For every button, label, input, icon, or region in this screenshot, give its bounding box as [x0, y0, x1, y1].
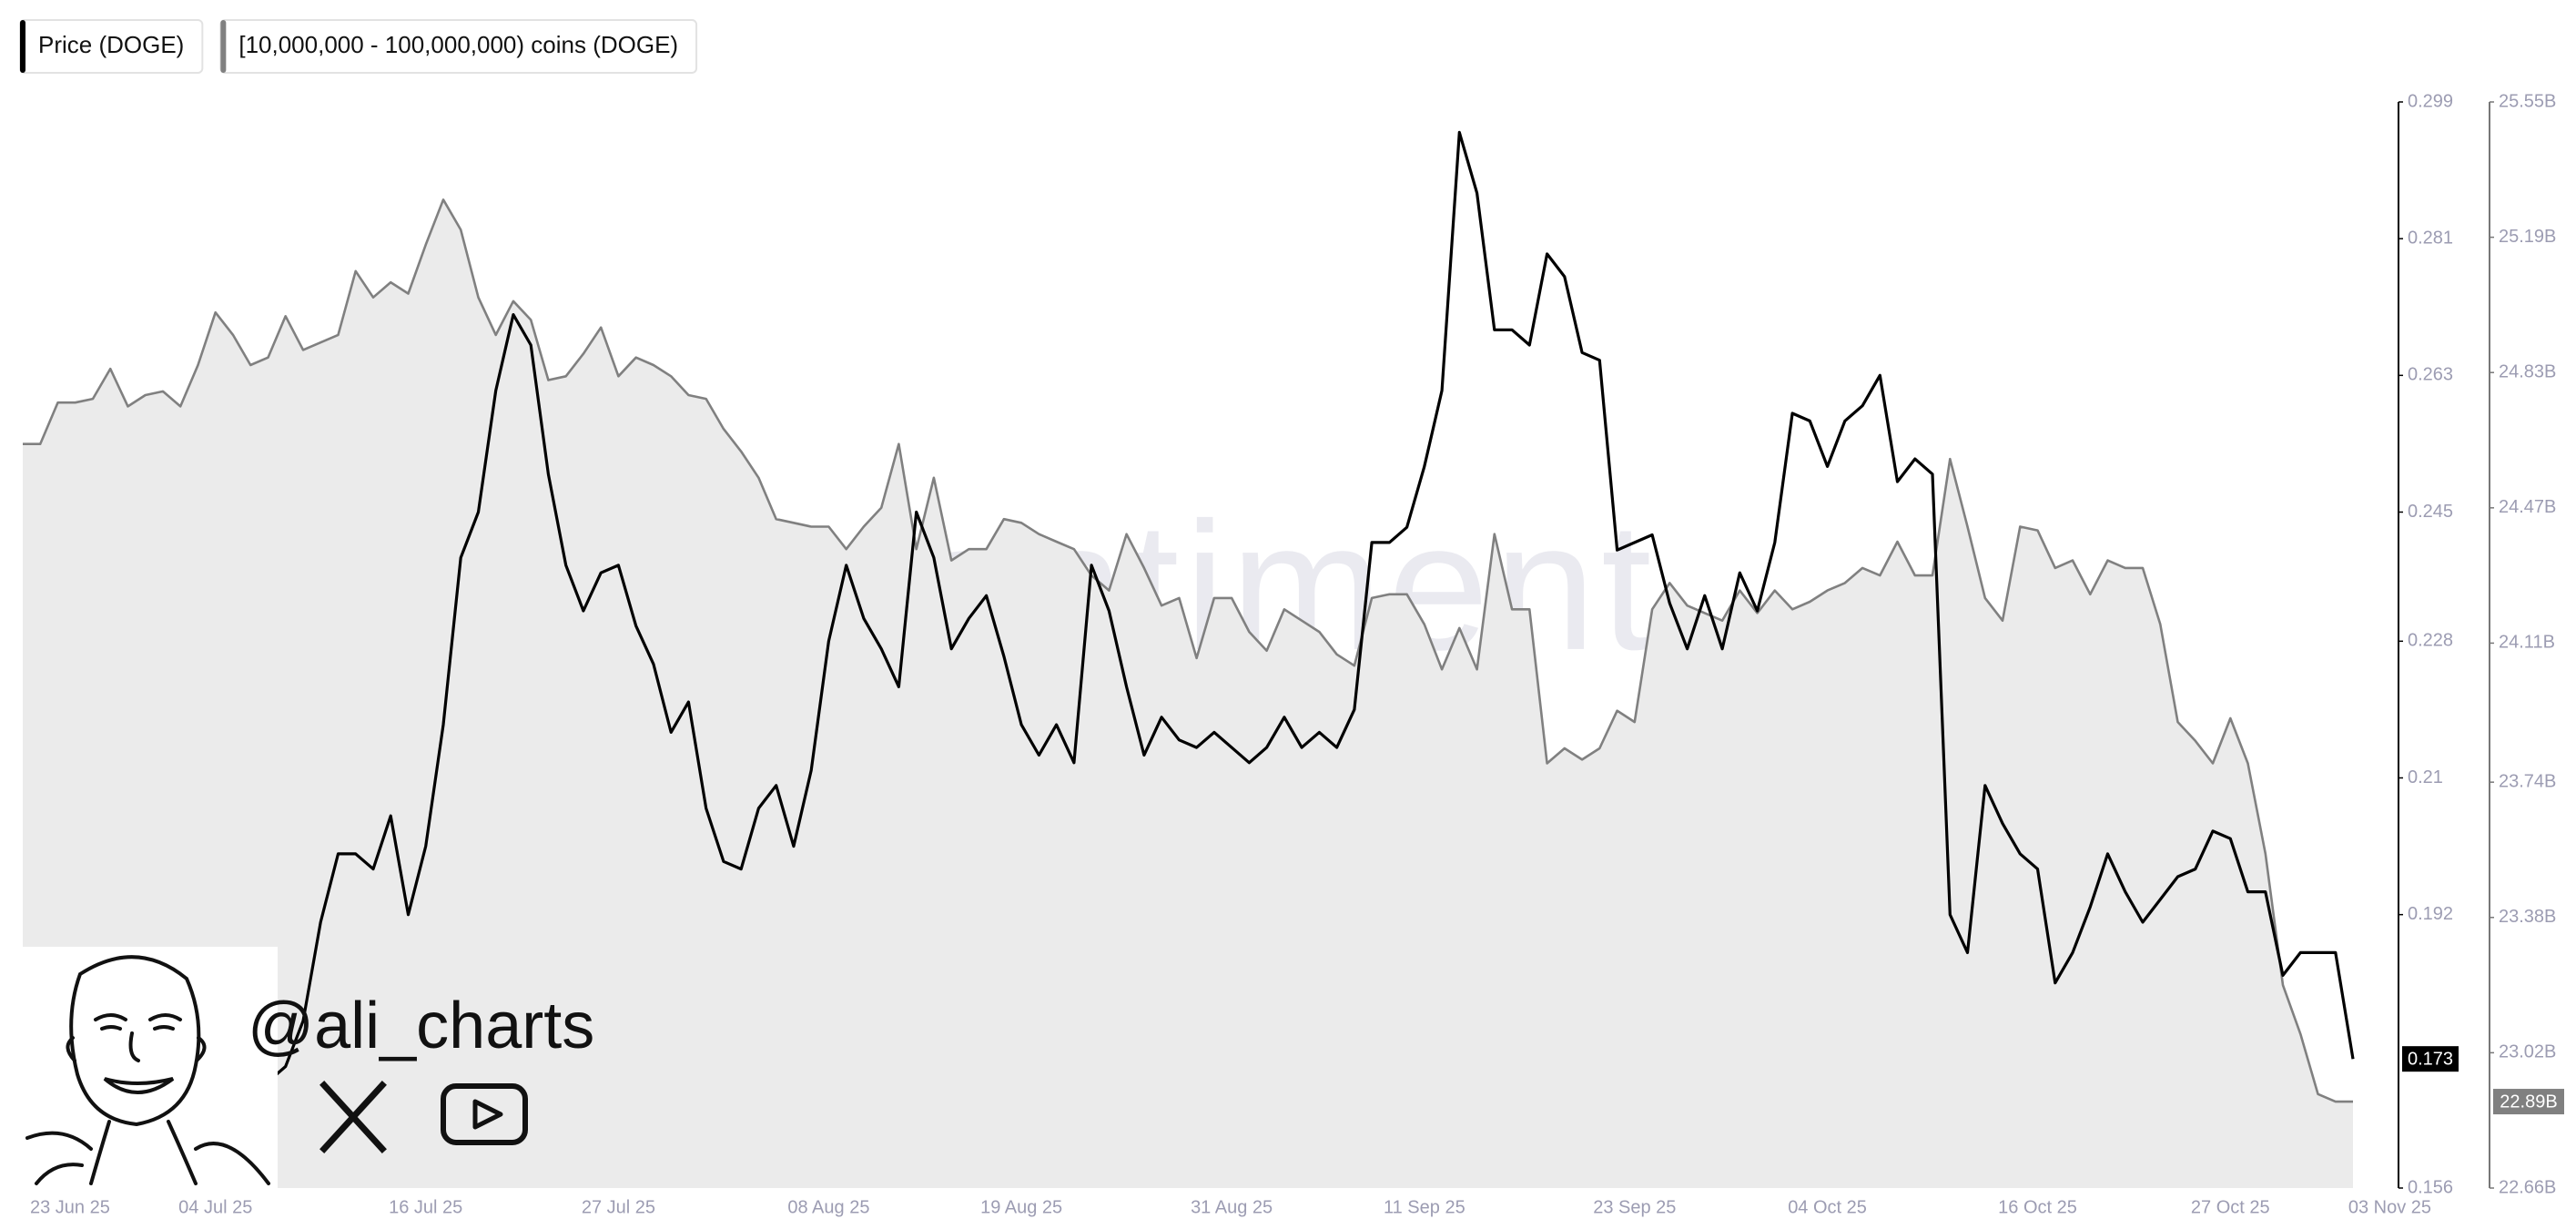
legend-item[interactable]: [10,000,000 - 100,000,000) coins (DOGE)	[219, 19, 698, 74]
y2-tick-label: 23.38B	[2499, 907, 2556, 927]
youtube-frame	[441, 1083, 528, 1145]
y2-tick-label: 24.47B	[2499, 497, 2556, 517]
x-tick-label: 31 Aug 25	[1191, 1197, 1273, 1217]
axes-layer: 0.156 0.192 0.21 0.228 0.245 0.263 0.281 0.299 2…	[30, 91, 2564, 1217]
youtube-play	[472, 1099, 503, 1130]
marks-layer	[22, 130, 2355, 1188]
y2-tick-label: 23.74B	[2499, 771, 2556, 791]
last-value-label: 22.89B	[2500, 1092, 2557, 1112]
x-tick-label: 19 Aug 25	[980, 1197, 1062, 1217]
last-value-tag	[2493, 1089, 2564, 1115]
series-line	[23, 198, 2353, 1103]
x-tick-label: 23 Jun 25	[30, 1197, 110, 1217]
avatar-sketch	[25, 955, 270, 1185]
legend-swatch	[220, 20, 227, 73]
legend-swatch	[20, 20, 25, 73]
x-tick-label: 04 Jul 25	[178, 1197, 252, 1217]
x-tick-label: 04 Oct 25	[1788, 1197, 1867, 1217]
x-tick-label: 08 Aug 25	[787, 1197, 869, 1217]
y2-tick-label: 25.19B	[2499, 227, 2556, 247]
x-tick-label: 23 Sep 25	[1593, 1197, 1676, 1217]
x-tick-label: 27 Oct 25	[2191, 1197, 2270, 1217]
y-tick-label: 0.21	[2408, 767, 2443, 787]
last-value-tag	[2402, 1046, 2459, 1072]
legend-label: [10,000,000 - 100,000,000) coins (DOGE)	[238, 31, 678, 58]
y2-tick-label: 23.02B	[2499, 1042, 2556, 1062]
y-tick-label: 0.263	[2408, 365, 2453, 385]
series-line	[22, 130, 2355, 1160]
y2-tick-label: 24.11B	[2499, 633, 2555, 653]
y-tick-label: 0.192	[2408, 904, 2453, 924]
y2-tick-label: 25.55B	[2499, 91, 2556, 111]
y-tick-label: 0.281	[2408, 228, 2453, 248]
x-tick-label: 16 Jul 25	[389, 1197, 462, 1217]
y2-tick-label: 22.66B	[2499, 1177, 2556, 1197]
legend-item[interactable]: Price (DOGE)	[19, 19, 204, 74]
x-tick-label: 03 Nov 25	[2348, 1197, 2431, 1217]
y-tick-label: 0.299	[2408, 91, 2453, 111]
x-tick-label: 27 Jul 25	[582, 1197, 655, 1217]
x-tick-label: 16 Oct 25	[1998, 1197, 2077, 1217]
area	[23, 199, 2353, 1188]
y-tick-label: 0.228	[2408, 631, 2453, 651]
x-tick-label: 11 Sep 25	[1384, 1197, 1465, 1217]
legend: Price (DOGE) [10,000,000 - 100,000,000) c…	[19, 19, 698, 74]
legend-label: Price (DOGE)	[38, 31, 184, 58]
last-value-label: 0.173	[2408, 1049, 2453, 1069]
youtube-logo	[441, 1083, 528, 1145]
author-badge: @ali_charts	[18, 947, 594, 1191]
x-logo	[319, 1081, 387, 1153]
author-handle: @ali_charts	[248, 990, 594, 1062]
x-logo-stroke	[319, 1081, 387, 1153]
y2-tick-label: 24.83B	[2499, 361, 2556, 381]
y-tick-label: 0.245	[2408, 502, 2453, 522]
y-tick-label: 0.156	[2408, 1177, 2453, 1197]
